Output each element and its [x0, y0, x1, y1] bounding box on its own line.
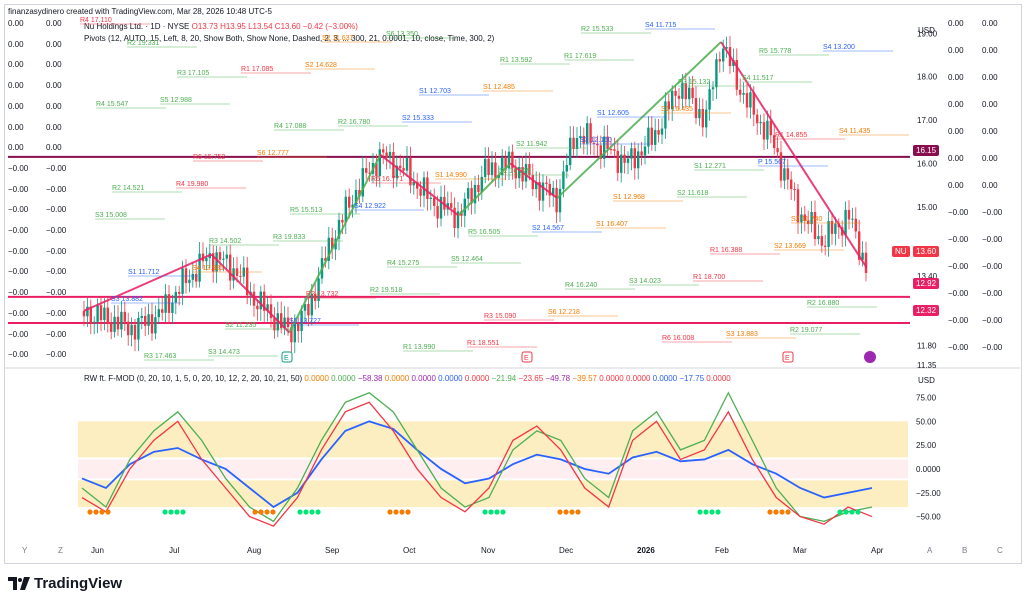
oscillator-value: 0.0000	[462, 374, 490, 383]
left-scale-value: 0.00	[46, 60, 62, 70]
currency-label[interactable]: USD	[918, 26, 935, 35]
oscillator-value: 0.0000	[623, 374, 651, 383]
left-scale-value: −0.00	[46, 246, 67, 256]
level-tag-16-15: 16.15	[913, 145, 940, 156]
oscillator-value: 0.0000	[409, 374, 436, 383]
right-scale-value: 0.00	[948, 100, 964, 109]
right-scale-value: −0.00	[982, 262, 1003, 271]
left-scale-value: 0.00	[8, 101, 24, 111]
left-scale-value: −0.00	[46, 163, 67, 173]
symbol-name: Nu Holdings Ltd. · 1D · NYSE	[84, 22, 190, 31]
level-tag-12-92: 12.92	[913, 278, 940, 289]
oscillator-value: −49.78	[543, 374, 571, 383]
oscillator-value: 0.0000	[704, 374, 731, 383]
right-scale-value: 0.00	[982, 127, 998, 136]
left-scale-value: 0.00	[46, 122, 62, 132]
oscillator-legend[interactable]: RW ft. F-MOD (0, 20, 10, 1, 5, 0, 20, 10…	[84, 374, 731, 383]
oscillator-name: RW ft. F-MOD (0, 20, 10, 1, 5, 0, 20, 10…	[84, 374, 303, 383]
right-scale-value: −0.00	[948, 208, 969, 217]
oscillator-value: 0.0000	[435, 374, 463, 383]
left-scale-value: 0.00	[46, 19, 62, 28]
right-scale-value: 0.00	[948, 154, 964, 163]
pivots-legend[interactable]: Pivots (12, AUTO, 15, Left, 8, 20, Show …	[84, 34, 495, 43]
right-scale-value: −0.00	[982, 289, 1003, 298]
symbol-legend[interactable]: Nu Holdings Ltd. · 1D · NYSE O13.73 H13.…	[84, 22, 358, 31]
left-scale-value: 0.00	[8, 81, 24, 91]
left-scale-value: 0.00	[8, 122, 24, 132]
level-tag-12-32: 12.32	[913, 305, 940, 316]
oscillator-value: −21.94	[489, 374, 517, 383]
oscillator-value: 0.0000	[597, 374, 624, 383]
oscillator-value: −58.38	[355, 374, 383, 383]
left-scale-value: −0.00	[8, 308, 29, 318]
left-scale-value: 0.00	[8, 60, 24, 70]
left-scale-value: −0.00	[8, 163, 29, 173]
last-price-tag: 13.60	[913, 246, 940, 257]
left-scale-value: −0.00	[8, 184, 29, 194]
left-scale-value: 0.00	[46, 143, 62, 153]
right-scale-value: 0.00	[982, 100, 998, 109]
left-scale-value: −0.00	[8, 350, 29, 360]
left-scale-value: −0.00	[46, 205, 67, 215]
oscillator-value: −17.75	[677, 374, 705, 383]
left-scale-value: −0.00	[46, 350, 67, 360]
right-scale-value: 0.00	[948, 73, 964, 82]
oscillator-value: −39.57	[570, 374, 598, 383]
oscillator-values: 0.0000 0.0000 −58.38 0.0000 0.0000 0.000…	[304, 374, 730, 383]
right-scale-value: 0.00	[948, 19, 964, 28]
left-scale-value: −0.00	[46, 226, 67, 235]
left-scale-value: −0.00	[8, 267, 29, 277]
chart-caption: finanzasydinero created with TradingView…	[8, 7, 272, 16]
oscillator-value: 0.0000	[382, 374, 410, 383]
brand-name: TradingView	[34, 575, 123, 592]
left-scale-value: −0.00	[46, 267, 67, 277]
right-scale-value: −0.00	[948, 343, 969, 352]
left-scale-value: 0.00	[8, 143, 24, 153]
right-scale-value: 0.00	[982, 181, 998, 190]
oscillator-value: 0.0000	[650, 374, 678, 383]
oscillator-value: −23.65	[516, 374, 544, 383]
left-scale-value: 0.00	[8, 19, 24, 28]
left-scale-value: −0.00	[46, 184, 67, 194]
left-scale-value: −0.00	[8, 288, 29, 298]
left-scale-value: −0.00	[8, 226, 29, 235]
right-scale-value: −0.00	[982, 316, 1003, 325]
right-scale-value: −0.00	[982, 343, 1003, 352]
right-scale-value: 0.00	[948, 46, 964, 55]
left-scale-value: −0.00	[46, 308, 67, 318]
right-scale-value: −0.00	[982, 235, 1003, 244]
right-scale-value: 0.00	[982, 154, 998, 163]
right-scale-value: −0.00	[948, 262, 969, 271]
left-scale-value: 0.00	[46, 101, 62, 111]
left-scale-value: 0.00	[46, 39, 62, 49]
oscillator-value: 0.0000	[304, 374, 329, 383]
sub-currency-label[interactable]: USD	[918, 376, 935, 385]
right-scale-value: −0.00	[948, 235, 969, 244]
left-scale-value: −0.00	[46, 288, 67, 298]
right-scale-value: 0.00	[982, 19, 998, 28]
oscillator-value: 0.0000	[328, 374, 356, 383]
left-scale-value: −0.00	[8, 246, 29, 256]
left-scale-value: −0.00	[46, 329, 67, 339]
chart-frame	[4, 4, 1022, 564]
right-scale-value: −0.00	[948, 316, 969, 325]
tradingview-icon	[8, 577, 30, 590]
left-scale-value: 0.00	[46, 81, 62, 91]
right-scale-value: 0.00	[982, 46, 998, 55]
right-scale-value: 0.00	[982, 73, 998, 82]
left-scale-value: 0.00	[8, 39, 24, 49]
right-scale-value: 0.00	[948, 181, 964, 190]
symbol-ohlc: O13.73 H13.95 L13.54 C13.60 −0.42 (−3.00…	[191, 22, 358, 31]
right-scale-value: 0.00	[948, 127, 964, 136]
tradingview-logo: TradingView	[8, 575, 122, 592]
left-scale-value: −0.00	[8, 329, 29, 339]
right-scale-value: −0.00	[982, 208, 1003, 217]
right-scale-value: −0.00	[948, 289, 969, 298]
left-scale-value: −0.00	[8, 205, 29, 215]
nu-symbol-tag: NU	[892, 246, 910, 257]
